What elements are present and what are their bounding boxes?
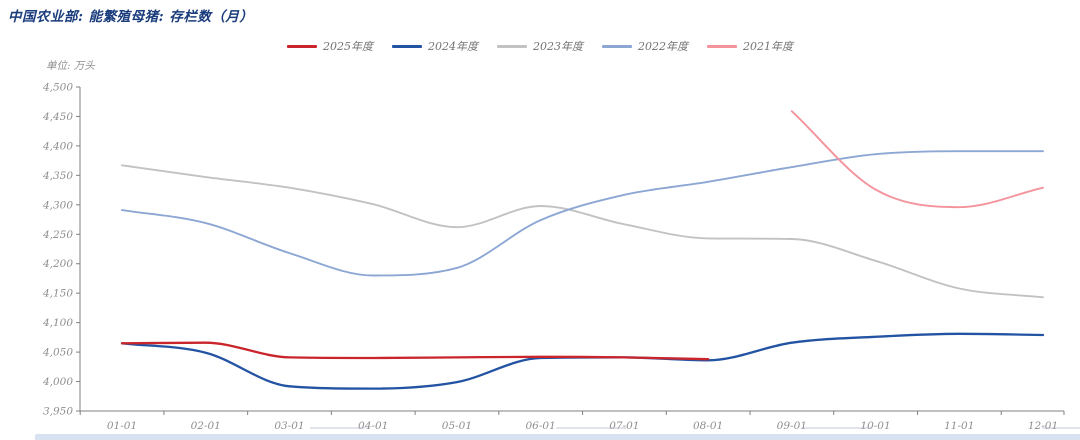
- x-tick-label: 09-01: [777, 420, 807, 432]
- cropped-row-artifact: [556, 427, 626, 429]
- legend-swatch-icon: [392, 44, 422, 48]
- legend-swatch-icon: [287, 44, 317, 48]
- y-tick-label: 4,150: [42, 288, 73, 300]
- legend-label: 2022年度: [638, 40, 688, 53]
- cropped-row-artifact: [1042, 427, 1080, 429]
- y-tick-label: 4,000: [42, 376, 73, 388]
- x-tick-label: 10-01: [860, 420, 890, 432]
- y-tick-label: 4,400: [42, 140, 73, 152]
- legend-swatch-icon: [707, 44, 737, 48]
- y-tick-label: 4,100: [42, 317, 73, 329]
- chart-title: 中国农业部: 能繁殖母猪: 存栏数（月）: [8, 9, 254, 25]
- cropped-row-artifact: [310, 427, 365, 429]
- legend-item-2024年度: 2024年度: [392, 38, 478, 54]
- legend-item-2025年度: 2025年度: [287, 38, 373, 54]
- series-line-2024年度: [120, 332, 1045, 390]
- bottom-panel-edge: [35, 434, 1080, 440]
- series-line-2021年度: [790, 110, 1044, 209]
- x-tick-label: 02-01: [191, 420, 221, 432]
- x-tick-label: 07-01: [609, 420, 639, 432]
- y-tick-label: 4,050: [42, 347, 73, 359]
- series-line-2022年度: [121, 150, 1044, 277]
- x-tick-label: 01-01: [107, 420, 137, 432]
- y-tick-label: 4,300: [42, 199, 73, 211]
- legend-label: 2023年度: [533, 40, 583, 53]
- x-tick-label: 04-01: [358, 420, 388, 432]
- legend-item-2021年度: 2021年度: [707, 38, 793, 54]
- legend-label: 2021年度: [743, 40, 793, 53]
- y-tick-label: 4,250: [42, 229, 73, 241]
- unit-label: 单位: 万头: [46, 60, 95, 72]
- legend-label: 2024年度: [428, 40, 478, 53]
- y-tick-label: 4,450: [42, 111, 73, 123]
- legend-label: 2025年度: [323, 40, 373, 53]
- x-tick-label: 08-01: [693, 420, 723, 432]
- y-tick-label: 3,950: [43, 406, 73, 418]
- legend-swatch-icon: [497, 44, 527, 48]
- legend-item-2023年度: 2023年度: [497, 38, 583, 54]
- y-tick-label: 4,350: [42, 170, 73, 182]
- x-tick-label: 06-01: [525, 420, 555, 432]
- x-tick-label: 11-01: [944, 420, 974, 432]
- cropped-row-artifact: [802, 427, 872, 429]
- legend-item-2022年度: 2022年度: [602, 38, 688, 54]
- y-tick-label: 4,500: [42, 82, 73, 94]
- series-line-2023年度: [121, 164, 1044, 299]
- legend-swatch-icon: [602, 44, 632, 48]
- series-line-2025年度: [120, 341, 710, 361]
- x-tick-label: 12-01: [1028, 420, 1058, 432]
- y-tick-label: 4,200: [42, 258, 73, 270]
- x-tick-label: 03-01: [274, 420, 304, 432]
- chart-legend: 2025年度 2024年度 2023年度 2022年度 2021年度: [0, 38, 1080, 54]
- x-tick-label: 05-01: [442, 420, 472, 432]
